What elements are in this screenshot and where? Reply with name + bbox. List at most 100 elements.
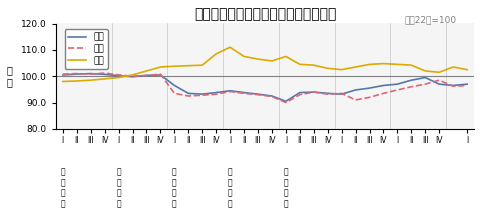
出荷: [394, 89, 399, 91]
在庫: [282, 55, 288, 58]
出荷: [421, 83, 427, 85]
出荷: [213, 93, 218, 95]
出荷: [116, 74, 121, 76]
Legend: 生産, 出荷, 在庫: 生産, 出荷, 在庫: [64, 29, 108, 69]
出荷: [296, 93, 302, 96]
Title: 鉱工業指数の推移（季節調整済指数）: 鉱工業指数の推移（季節調整済指数）: [193, 7, 336, 21]
出荷: [282, 101, 288, 104]
出荷: [366, 96, 372, 99]
Line: 生産: 生産: [63, 74, 466, 101]
生産: [185, 92, 191, 95]
生産: [310, 91, 316, 93]
在庫: [227, 46, 232, 49]
在庫: [408, 64, 413, 66]
在庫: [116, 76, 121, 79]
出荷: [352, 99, 358, 101]
在庫: [296, 63, 302, 66]
出荷: [60, 73, 66, 75]
在庫: [144, 70, 149, 72]
Text: 二
十
三
年: 二 十 三 年: [116, 168, 120, 208]
在庫: [171, 65, 177, 68]
生産: [338, 93, 344, 95]
在庫: [324, 67, 330, 70]
出荷: [380, 92, 385, 95]
在庫: [380, 62, 385, 65]
在庫: [352, 66, 358, 68]
出荷: [449, 85, 455, 88]
出荷: [227, 90, 232, 93]
生産: [435, 83, 441, 85]
生産: [227, 89, 232, 92]
在庫: [74, 80, 80, 82]
出荷: [199, 94, 204, 97]
生産: [213, 91, 218, 94]
出荷: [310, 91, 316, 93]
在庫: [254, 58, 260, 60]
出荷: [88, 73, 94, 75]
生産: [254, 93, 260, 95]
在庫: [240, 55, 246, 58]
出荷: [338, 92, 344, 95]
出荷: [130, 75, 135, 78]
在庫: [338, 68, 344, 71]
Line: 在庫: 在庫: [63, 47, 466, 81]
出荷: [268, 95, 274, 98]
生産: [102, 73, 108, 76]
Text: 平成22年=100: 平成22年=100: [404, 15, 456, 24]
在庫: [310, 64, 316, 66]
生産: [408, 79, 413, 81]
Text: 二
十
六
年: 二 十 六 年: [283, 168, 288, 208]
出荷: [157, 73, 163, 75]
在庫: [88, 79, 94, 81]
出荷: [144, 74, 149, 77]
生産: [144, 74, 149, 77]
在庫: [463, 68, 469, 71]
出荷: [171, 92, 177, 95]
生産: [380, 84, 385, 87]
生産: [296, 91, 302, 94]
生産: [366, 87, 372, 89]
Text: 二
十
四
年: 二 十 四 年: [172, 168, 176, 208]
在庫: [185, 64, 191, 67]
出荷: [102, 72, 108, 74]
在庫: [394, 63, 399, 66]
生産: [60, 74, 66, 76]
在庫: [449, 66, 455, 68]
出荷: [240, 92, 246, 95]
在庫: [268, 60, 274, 62]
在庫: [102, 78, 108, 80]
生産: [240, 91, 246, 94]
生産: [199, 93, 204, 95]
Y-axis label: 指
数: 指 数: [7, 65, 13, 87]
生産: [268, 95, 274, 97]
生産: [130, 75, 135, 78]
Text: 二
十
五
年: 二 十 五 年: [228, 168, 232, 208]
Line: 出荷: 出荷: [63, 73, 466, 103]
生産: [394, 83, 399, 85]
在庫: [366, 63, 372, 66]
生産: [463, 83, 469, 85]
在庫: [157, 66, 163, 68]
出荷: [254, 93, 260, 96]
出荷: [74, 72, 80, 75]
在庫: [435, 71, 441, 74]
生産: [116, 74, 121, 77]
出荷: [185, 95, 191, 97]
生産: [421, 76, 427, 79]
生産: [171, 84, 177, 87]
生産: [282, 100, 288, 103]
在庫: [199, 64, 204, 66]
Text: 二
十
二
年: 二 十 二 年: [60, 168, 65, 208]
在庫: [421, 70, 427, 72]
生産: [88, 72, 94, 75]
出荷: [408, 86, 413, 88]
生産: [324, 92, 330, 95]
在庫: [213, 52, 218, 55]
生産: [74, 73, 80, 75]
生産: [352, 89, 358, 91]
在庫: [60, 80, 66, 83]
出荷: [435, 79, 441, 81]
生産: [157, 74, 163, 76]
出荷: [463, 84, 469, 87]
在庫: [130, 74, 135, 76]
